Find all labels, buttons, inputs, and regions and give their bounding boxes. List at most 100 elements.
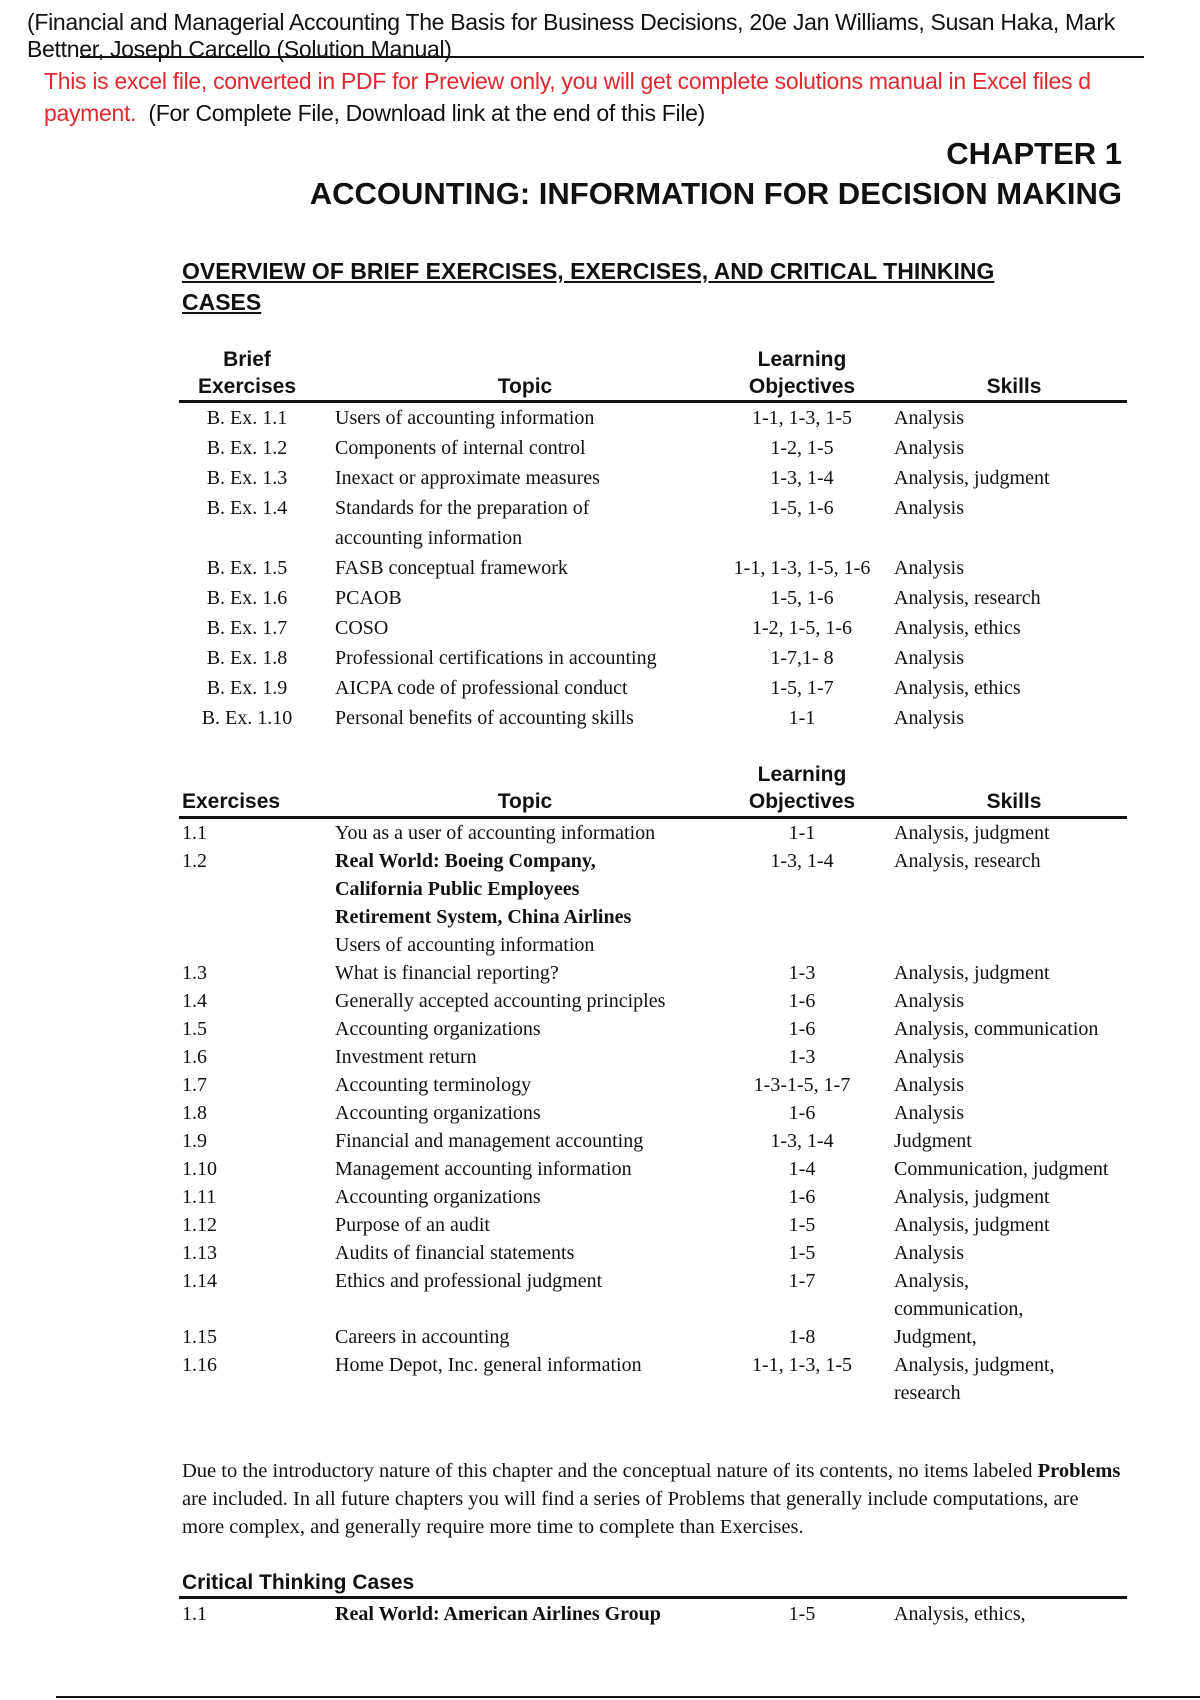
cell-line: Analysis, judgment	[894, 1214, 1050, 1236]
topic-cell: FASB conceptual framework	[335, 553, 715, 583]
note-bold: Problems	[1037, 1460, 1121, 1482]
cell-line: Analysis, ethics	[894, 677, 1021, 699]
note-text: Due to the introductory nature of this c…	[182, 1460, 1038, 1482]
cell-line: Real World: American Airlines Group	[335, 1603, 661, 1625]
cell-line: Analysis	[894, 1102, 964, 1124]
cell-line: Components of internal control	[335, 437, 586, 459]
topic-col-header: Topic	[497, 790, 553, 813]
cell-line: Analysis	[894, 407, 964, 429]
cell-line: Analysis	[894, 437, 964, 459]
exercise-id: 1.12	[182, 1214, 217, 1236]
exercise-id: 1.8	[182, 1102, 207, 1124]
exercise-id: 1.10	[182, 1158, 217, 1180]
exercise-id: 1.15	[182, 1326, 217, 1348]
skills-cell: Analysis, ethics	[894, 673, 1134, 703]
table-row: B. Ex. 1.2 Components of internal control…	[179, 433, 1127, 463]
learning-objectives-cell: 1-3, 1-4	[770, 850, 834, 872]
topic-cell: PCAOB	[335, 583, 715, 613]
cell-line: Analysis	[894, 1046, 964, 1068]
table-row: 1.1 You as a user of accounting informati…	[179, 819, 1127, 847]
topic-cell: Financial and management accounting	[335, 1127, 715, 1155]
table-row: B. Ex. 1.1 Users of accounting informatio…	[179, 403, 1127, 433]
cell-line: Analysis	[894, 1242, 964, 1264]
learning-objectives-cell: 1-3	[788, 962, 816, 984]
page-bottom-rule	[56, 1696, 1200, 1698]
skills-cell: Communication, judgment	[894, 1155, 1134, 1183]
exercise-id: 1.5	[182, 1018, 207, 1040]
learning-objectives-cell: 1-5	[788, 1214, 816, 1236]
lo-col-header: Learning Objectives	[748, 348, 856, 398]
cell-line: Careers in accounting	[335, 1326, 510, 1348]
exercise-id: 1.2	[182, 850, 207, 872]
critical-thinking-heading: Critical Thinking Cases	[182, 1571, 415, 1594]
learning-objectives-cell: 1-7	[788, 1270, 816, 1292]
cell-line: Management accounting information	[335, 1158, 632, 1180]
cell-line: Accounting organizations	[335, 1186, 541, 1208]
table-row: B. Ex. 1.9 AICPA code of professional con…	[179, 673, 1127, 703]
cell-line: COSO	[335, 617, 389, 639]
cell-line: Inexact or approximate measures	[335, 467, 600, 489]
exercise-id: B. Ex. 1.5	[206, 557, 288, 579]
learning-objectives-cell: 1-2, 1-5	[770, 437, 834, 459]
table-row: 1.7 Accounting terminology 1-3-1-5, 1-7 Ana…	[179, 1071, 1127, 1099]
topic-cell: Components of internal control	[335, 433, 715, 463]
table-row: 1.4 Generally accepted accounting princip…	[179, 987, 1127, 1015]
table-row: 1.12 Purpose of an audit 1-5 Analysis, judg…	[179, 1211, 1127, 1239]
cell-line: AICPA code of professional conduct	[335, 677, 628, 699]
exercise-id: B. Ex. 1.1	[206, 407, 288, 429]
preview-notice-line2: payment. (For Complete File, Download li…	[44, 100, 705, 127]
exercise-id: 1.9	[182, 1130, 207, 1152]
table-row: 1.13 Audits of financial statements 1-5 Ana…	[179, 1239, 1127, 1267]
lo-col-header: Learning Objectives	[748, 763, 856, 813]
cell-line: Analysis, research	[894, 850, 1041, 872]
learning-objectives-cell: 1-1, 1-3, 1-5	[752, 407, 852, 429]
table-row: 1.9 Financial and management accounting 1-…	[179, 1127, 1127, 1155]
cell-line: Analysis	[894, 557, 964, 579]
topic-cell: COSO	[335, 613, 715, 643]
cell-line: Accounting terminology	[335, 1074, 532, 1096]
learning-objectives-cell: 1-7,1- 8	[770, 647, 834, 669]
cell-line: research	[894, 1382, 961, 1404]
skills-col-header: Skills	[986, 375, 1042, 398]
table-row: 1.15 Careers in accounting 1-8 Judgment,	[179, 1323, 1127, 1351]
download-notice: (For Complete File, Download link at the…	[148, 100, 705, 126]
learning-objectives-cell: 1-1	[788, 822, 816, 844]
exercise-id: 1.11	[182, 1186, 217, 1208]
cell-line: Home Depot, Inc. general information	[335, 1354, 642, 1376]
skills-cell: Analysis	[894, 1099, 1134, 1127]
topic-cell: Accounting organizations	[335, 1015, 715, 1043]
skills-cell: Analysis, communication	[894, 1015, 1134, 1043]
cell-line: Personal benefits of accounting skills	[335, 707, 634, 729]
cell-line: Analysis, judgment	[894, 467, 1050, 489]
note-text: are included. In all future chapters you…	[182, 1488, 1079, 1538]
exercise-id: B. Ex. 1.10	[201, 707, 293, 729]
cell-line: Retirement System, China Airlines	[335, 906, 632, 928]
topic-cell: Accounting terminology	[335, 1071, 715, 1099]
cell-line: Analysis, judgment	[894, 962, 1050, 984]
table-row: 1.8 Accounting organizations 1-6 Analysis	[179, 1099, 1127, 1127]
topic-cell: Ethics and professional judgment	[335, 1267, 715, 1295]
exercise-id: B. Ex. 1.2	[206, 437, 288, 459]
learning-objectives-cell: 1-3-1-5, 1-7	[753, 1074, 851, 1096]
cell-line: Users of accounting information	[335, 407, 595, 429]
exercise-id: B. Ex. 1.6	[206, 587, 288, 609]
critical-thinking-body: 1.1 Real World: American Airlines Group 1-…	[179, 1600, 1127, 1628]
learning-objectives-cell: 1-5, 1-6	[770, 587, 834, 609]
overview-heading: OVERVIEW OF BRIEF EXERCISES, EXERCISES, …	[182, 258, 995, 315]
table-row: 1.2 Real World: Boeing Company, California…	[179, 847, 1127, 959]
source-title-line2: Bettner, Joseph Carcello (Solution Manua…	[27, 36, 452, 62]
learning-objectives-cell: 1-1, 1-3, 1-5, 1-6	[733, 557, 871, 579]
exercise-id: 1.3	[182, 962, 207, 984]
topic-cell: Inexact or approximate measures	[335, 463, 715, 493]
learning-objectives-cell: 1-3, 1-4	[770, 467, 834, 489]
cell-line: California Public Employees	[335, 878, 580, 900]
learning-objectives-cell: 1-3	[788, 1046, 816, 1068]
skills-cell: Analysis, judgment	[894, 819, 1134, 847]
brief-table-rule	[179, 400, 1127, 403]
table-row: 1.5 Accounting organizations 1-6 Analysis, …	[179, 1015, 1127, 1043]
topic-col-header: Topic	[497, 375, 553, 398]
topic-cell: Real World: Boeing Company, California Pu…	[335, 847, 715, 959]
table-row: 1.10 Management accounting information 1-4…	[179, 1155, 1127, 1183]
learning-objectives-cell: 1-5, 1-7	[770, 677, 834, 699]
cell-line: PCAOB	[335, 587, 402, 609]
